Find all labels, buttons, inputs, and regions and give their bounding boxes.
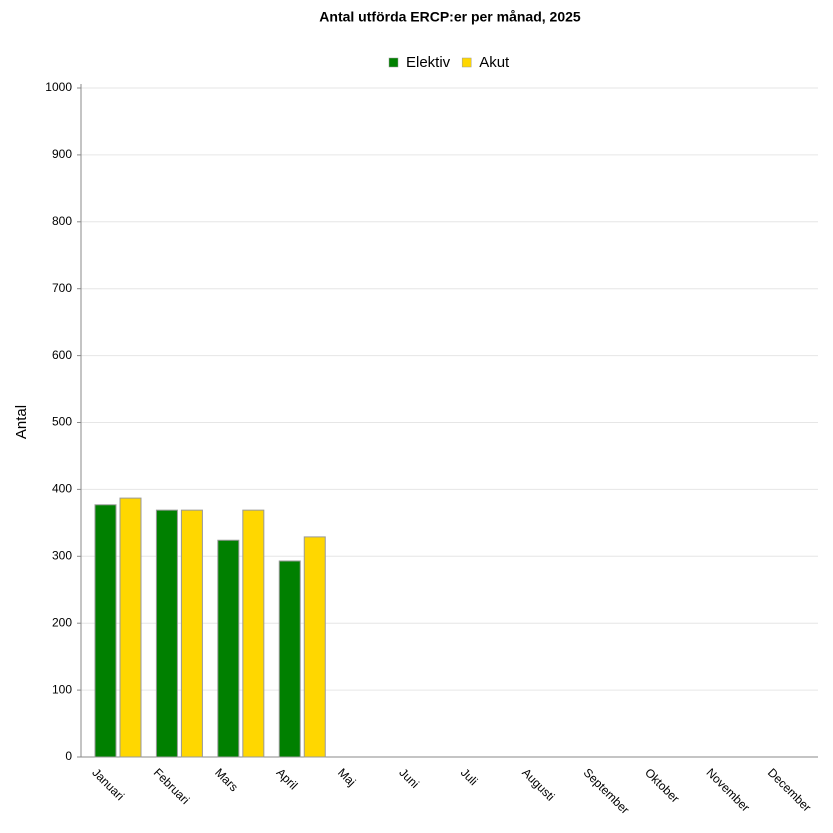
legend-label: Akut (479, 54, 510, 71)
bar (278, 560, 301, 758)
x-tick-label: September (581, 765, 632, 816)
y-tick-label: 900 (52, 147, 72, 161)
bar (242, 509, 265, 758)
y-tick-label: 600 (52, 348, 72, 362)
y-tick-label: 500 (52, 415, 72, 429)
x-tick-label: Oktober (642, 765, 682, 805)
bar (94, 504, 117, 758)
x-tick-label: Augusti (519, 765, 557, 803)
y-axis-label: Antal (13, 405, 30, 439)
legend-label: Elektiv (406, 54, 451, 71)
x-tick-label: April (274, 765, 301, 792)
x-tick-label: Januari (89, 765, 127, 803)
bar (155, 509, 178, 758)
x-tick-label: Februari (151, 765, 192, 806)
x-tick-label: Mars (212, 765, 241, 794)
x-tick-label: November (704, 765, 753, 814)
y-tick-label: 700 (52, 281, 72, 295)
legend-swatch (461, 57, 472, 68)
chart-title: Antal utförda ERCP:er per månad, 2025 (319, 9, 581, 25)
y-tick-label: 1000 (45, 80, 72, 94)
y-tick-label: 800 (52, 214, 72, 228)
y-tick-label: 0 (65, 749, 72, 763)
x-tick-label: Juli (458, 765, 481, 788)
bar (303, 536, 326, 758)
bar (119, 497, 142, 758)
x-tick-label: Juni (396, 765, 421, 790)
x-tick-label: Maj (335, 765, 359, 789)
y-tick-label: 300 (52, 548, 72, 562)
x-tick-label: December (765, 765, 814, 814)
y-tick-label: 200 (52, 615, 72, 629)
y-tick-label: 100 (52, 682, 72, 696)
bar (180, 509, 203, 758)
legend-swatch (388, 57, 399, 68)
y-tick-label: 400 (52, 482, 72, 496)
bar (217, 539, 240, 758)
